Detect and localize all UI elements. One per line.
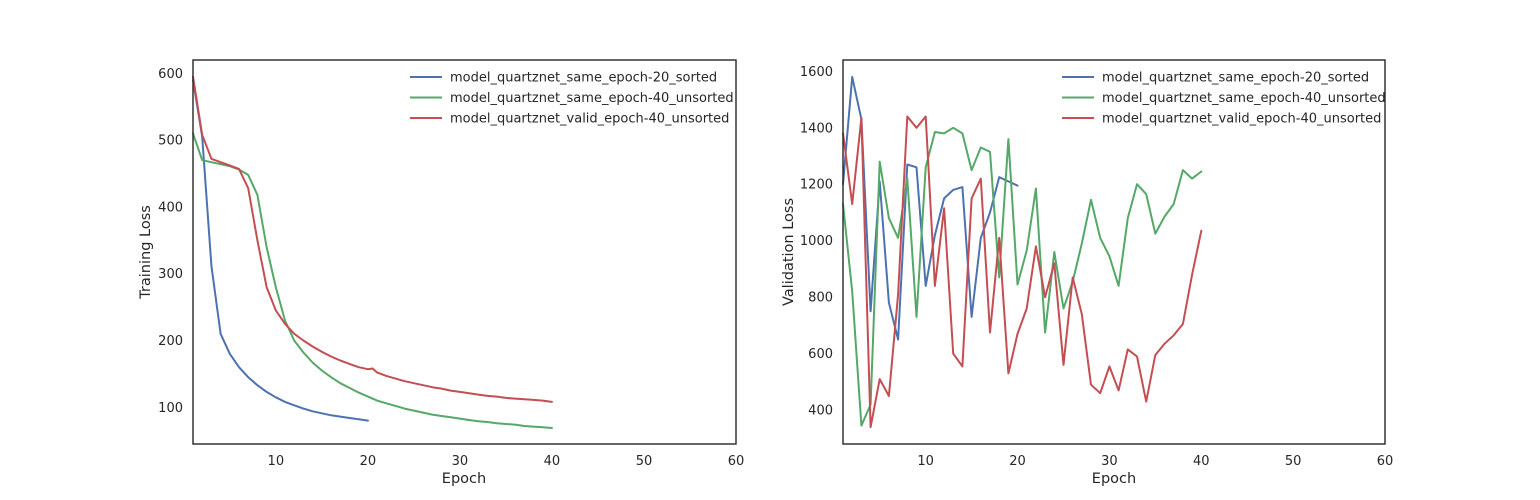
- legend-label-2: model_quartznet_same_epoch-40_unsorted: [1102, 91, 1386, 106]
- y-tick-label: 400: [158, 200, 183, 215]
- y-tick-label: 600: [158, 67, 183, 82]
- x-tick-label: 30: [452, 454, 469, 469]
- legend-label-2: model_quartznet_same_epoch-40_unsorted: [450, 91, 734, 106]
- y-tick-label: 1000: [800, 234, 833, 249]
- series-line-1: [192, 79, 369, 422]
- y-tick-label: 800: [808, 291, 833, 306]
- plot-frame: [842, 59, 1386, 445]
- x-tick-label: 30: [1101, 454, 1118, 469]
- legend-label-3: model_quartznet_valid_epoch-40_unsorted: [1102, 112, 1381, 127]
- y-tick-label: 1200: [800, 178, 833, 193]
- series-line-1: [842, 75, 1019, 341]
- series-lines: [842, 75, 1203, 429]
- y-tick-label: 1600: [800, 65, 833, 80]
- x-tick-label: 20: [1009, 454, 1026, 469]
- plot-frame: [192, 59, 737, 445]
- y-tick-label: 500: [158, 134, 183, 149]
- y-tick-label: 100: [158, 401, 183, 416]
- training-loss-chart: 10 20 30 40 50 60 100 200 300 400 500 600 Epoch Tr…: [138, 59, 745, 487]
- y-tick-labels: 100 200 300 400 500 600: [158, 67, 183, 416]
- x-tick-label: 10: [917, 454, 934, 469]
- validation-loss-chart: 10 20 30 40 50 60 400 600 800 1000 1200 1400 1600 E…: [781, 59, 1393, 487]
- series-lines: [192, 75, 553, 429]
- legend: model_quartznet_same_epoch-20_sortedmode…: [1062, 71, 1386, 127]
- x-tick-labels: 10 20 30 40 50 60: [917, 454, 1393, 469]
- x-axis-label: Epoch: [442, 471, 486, 487]
- x-axis-label: Epoch: [1092, 471, 1136, 487]
- y-tick-label: 200: [158, 334, 183, 349]
- series-line-3: [842, 115, 1203, 429]
- series-line-3: [192, 75, 553, 403]
- y-tick-labels: 400 600 800 1000 1200 1400 1600: [800, 65, 833, 419]
- legend-label-1: model_quartznet_same_epoch-20_sorted: [450, 71, 717, 86]
- x-tick-label: 10: [268, 454, 285, 469]
- y-tick-label: 600: [808, 347, 833, 362]
- x-tick-label: 40: [544, 454, 561, 469]
- x-tick-labels: 10 20 30 40 50 60: [268, 454, 745, 469]
- x-tick-label: 60: [728, 454, 745, 469]
- y-tick-label: 1400: [800, 121, 833, 136]
- y-axis-label: Validation Loss: [781, 198, 797, 306]
- legend-label-1: model_quartznet_same_epoch-20_sorted: [1102, 71, 1369, 86]
- x-tick-label: 50: [1285, 454, 1302, 469]
- x-tick-label: 50: [636, 454, 653, 469]
- series-line-2: [192, 132, 553, 429]
- x-tick-label: 40: [1193, 454, 1210, 469]
- x-tick-label: 60: [1377, 454, 1394, 469]
- y-axis-label: Training Loss: [138, 205, 154, 300]
- legend: model_quartznet_same_epoch-20_sortedmode…: [410, 71, 734, 127]
- x-tick-label: 20: [360, 454, 377, 469]
- y-tick-label: 300: [158, 267, 183, 282]
- y-tick-label: 400: [808, 404, 833, 419]
- legend-label-3: model_quartznet_valid_epoch-40_unsorted: [450, 112, 729, 127]
